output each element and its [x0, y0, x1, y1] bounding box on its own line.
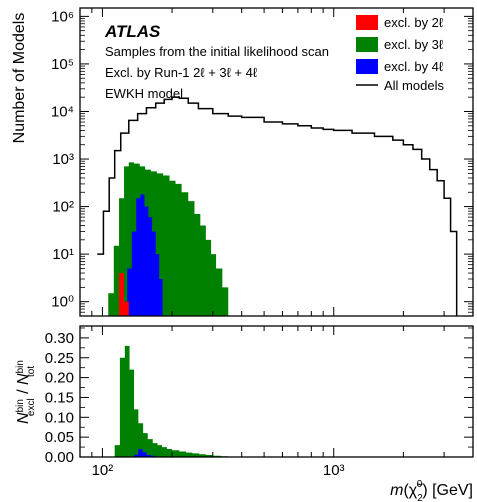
atlas-label: ATLAS	[104, 22, 161, 41]
y-tick-label: 0.15	[45, 389, 74, 406]
annotation-block: ATLAS Samples from the initial likelihoo…	[104, 22, 329, 101]
top-axis-ticks: 10⁰ 10¹ 10² 10³ 10⁴ 10⁵ 10⁶	[51, 8, 474, 317]
svg-text:m(χ̃20) [GeV]: m(χ̃20) [GeV]	[390, 479, 473, 502]
svg-text:Nbinexcl / Nbintot: Nbinexcl / Nbintot	[15, 360, 37, 424]
y-tick-label: 10⁰	[51, 294, 74, 311]
legend-swatch-3l	[356, 37, 378, 52]
y-tick-label: 10⁶	[51, 8, 74, 25]
bottom-plot-data	[114, 345, 229, 457]
bottom-panel: 10² 10³ 0.00 0.05 0.10 0.15 0.20 0.25 0.30 Nbine…	[15, 325, 474, 502]
y-tick-label: 10³	[52, 151, 74, 168]
y-tick-label: 0.05	[45, 429, 74, 446]
bottom-panel-frame	[79, 325, 474, 458]
bottom-series-excl-by-3-	[114, 345, 229, 457]
top-series-excl-by-4-	[122, 194, 163, 316]
bottom-y-axis-title: Nbinexcl / Nbintot	[15, 360, 37, 424]
y-tick-label: 0.30	[45, 330, 74, 347]
y-tick-label: 0.10	[45, 409, 74, 426]
top-panel: 10⁰ 10¹ 10² 10³ 10⁴ 10⁵ 10⁶ Number of Models A…	[11, 7, 474, 317]
y-tick-label: 0.20	[45, 370, 74, 387]
legend-label-all-models: All models	[384, 78, 444, 93]
legend-label-2l: excl. by 2ℓ	[384, 15, 444, 30]
y-tick-label: 10⁴	[51, 103, 74, 120]
legend-swatch-2l	[356, 15, 378, 30]
legend-swatch-4l	[356, 59, 378, 74]
x-tick-label: 10³	[323, 462, 345, 479]
y-tick-label: 10¹	[52, 246, 74, 263]
top-panel-frame	[79, 7, 474, 317]
y-tick-label: 0.25	[45, 350, 74, 367]
annotation-line-1: Samples from the initial likelihood scan	[105, 44, 329, 59]
y-tick-label: 10²	[52, 199, 74, 216]
y-tick-label: 0.00	[45, 449, 74, 466]
top-series-excl-by-3-	[108, 162, 229, 316]
x-tick-label: 10²	[92, 462, 114, 479]
top-series-all-models	[97, 96, 458, 316]
top-plot-data	[97, 96, 458, 316]
annotation-line-3: EWKH model	[105, 86, 183, 101]
bottom-series-excl-by-4-	[134, 449, 156, 457]
top-y-axis-title: Number of Models	[11, 13, 28, 144]
top-series-excl-by-2-	[119, 273, 129, 316]
annotation-line-2: Excl. by Run-1 2ℓ + 3ℓ + 4ℓ	[105, 65, 258, 80]
y-tick-label: 10⁵	[51, 56, 74, 73]
legend: excl. by 2ℓ excl. by 3ℓ excl. by 4ℓ All …	[356, 15, 444, 93]
legend-label-3l: excl. by 3ℓ	[384, 37, 444, 52]
bottom-axis-ticks: 10² 10³ 0.00 0.05 0.10 0.15 0.20 0.25 0.30	[45, 326, 474, 479]
x-axis-title: m(χ̃20) [GeV]	[390, 479, 473, 502]
legend-label-4l: excl. by 4ℓ	[384, 59, 444, 74]
